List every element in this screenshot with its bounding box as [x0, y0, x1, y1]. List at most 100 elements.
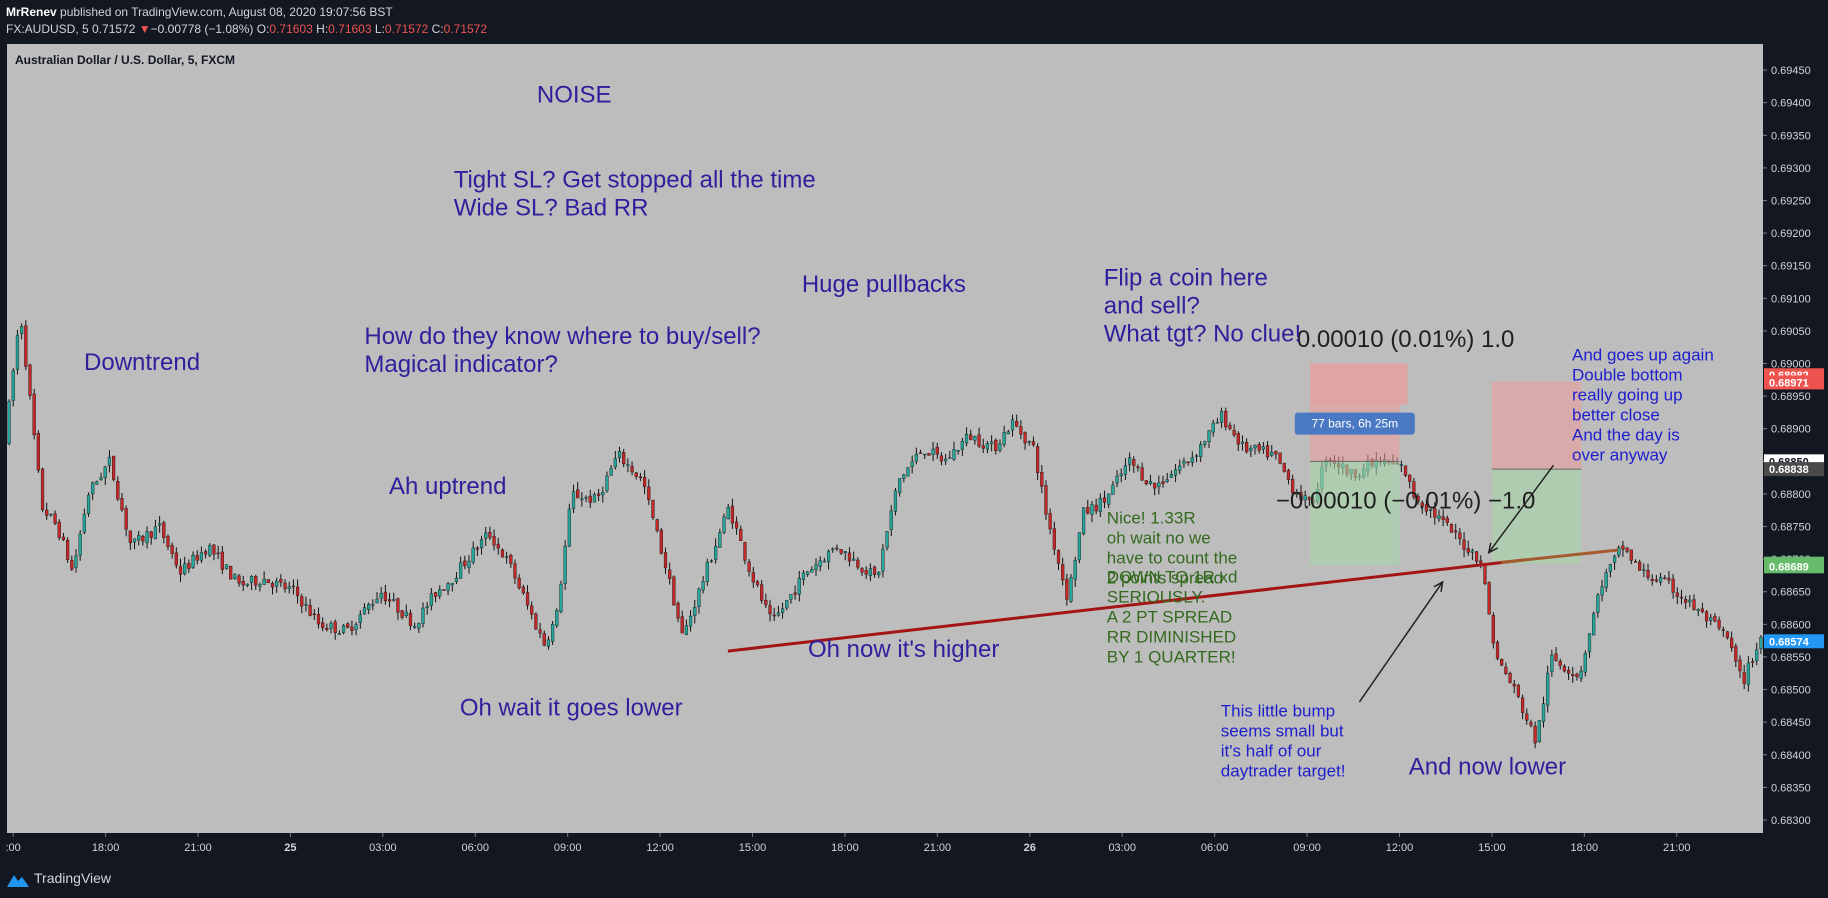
annotation-text[interactable]: NOISE: [537, 82, 612, 109]
price-tag-label: 0.68574: [1769, 636, 1810, 648]
tradingview-brand[interactable]: TradingView: [34, 870, 112, 886]
annotation-text[interactable]: And now lower: [1409, 753, 1566, 780]
candle-up: [705, 561, 709, 582]
candle-down: [241, 581, 245, 586]
annotation-line: it's half of our: [1221, 741, 1322, 760]
candle-down: [1245, 441, 1249, 453]
x-tick-label: 09:00: [554, 842, 582, 854]
candle-up: [1709, 617, 1713, 621]
annotation-text[interactable]: Downtrend: [84, 349, 200, 376]
annotations[interactable]: Downtrend NOISE Tight SL? Get stopped all …: [84, 82, 1714, 781]
trendline-extension[interactable]: [1500, 548, 1619, 564]
annotation-line: have to count the: [1107, 548, 1237, 567]
candle-down: [513, 563, 517, 579]
candle-down: [739, 528, 743, 542]
candle-down: [1520, 697, 1525, 713]
y-tick-label: 0.69000: [1771, 359, 1811, 371]
candle-down: [66, 539, 70, 560]
candle-up: [191, 554, 195, 568]
y-tick-label: 0.68750: [1771, 522, 1811, 534]
candle-up: [1194, 455, 1199, 457]
candle-up: [559, 583, 563, 612]
candle-up: [1658, 577, 1663, 583]
candle-down: [638, 476, 643, 479]
candle-up: [1550, 654, 1554, 672]
candle-up: [810, 569, 814, 573]
candle-down: [116, 480, 120, 500]
y-tick-label: 0.69100: [1771, 293, 1811, 305]
candle-up: [885, 531, 889, 548]
time-axis[interactable]: [0, 833, 1763, 862]
candle-down: [676, 603, 680, 619]
symbol-name[interactable]: FX:AUDUSD, 5: [6, 22, 89, 36]
candle-down: [1102, 497, 1107, 503]
candle-down: [521, 586, 525, 594]
annotation-text[interactable]: Oh now it's higher: [808, 636, 999, 663]
author-name[interactable]: MrRenev: [6, 5, 57, 19]
candle-up: [459, 562, 463, 579]
candle-up: [952, 449, 956, 460]
candle-down: [1433, 508, 1437, 518]
candle-up: [11, 370, 15, 401]
annotation-text[interactable]: How do they know where to buy/sell? Magic…: [364, 323, 760, 378]
candle-up: [233, 574, 237, 579]
candle-down: [400, 610, 404, 618]
candle-down: [112, 455, 116, 480]
candle-down: [509, 555, 513, 564]
target-zone[interactable]: [1491, 469, 1582, 564]
plot-area[interactable]: [7, 44, 1763, 833]
candle-up: [78, 533, 82, 556]
candle-up: [1592, 613, 1596, 636]
candle-down: [1048, 513, 1052, 530]
candle-down: [576, 489, 580, 499]
candle-up: [86, 494, 91, 515]
arrow-line[interactable]: [1488, 464, 1555, 554]
tradingview-logo-icon[interactable]: [6, 871, 30, 889]
trendline[interactable]: [727, 558, 1526, 653]
x-axis-labels: :00 18:00 21:00 25 03:00 06:00 09:00 12:00 15:00…: [6, 833, 1691, 854]
candle-down: [935, 446, 939, 455]
arrow-line[interactable]: [1358, 581, 1444, 703]
candle-down: [1132, 459, 1136, 466]
annotation-text[interactable]: And goes up again Double bottom really goi…: [1572, 345, 1714, 464]
candle-down: [1408, 474, 1412, 482]
trend-lines[interactable]: [727, 464, 1619, 703]
candle-down: [1228, 424, 1232, 429]
candle-up: [95, 481, 99, 485]
candle-down: [1495, 642, 1500, 659]
annotation-line: NOISE: [537, 82, 612, 109]
y-tick-label: 0.69450: [1771, 65, 1811, 77]
candle-up: [153, 526, 158, 540]
annotation-text[interactable]: Oh wait it goes lower: [460, 695, 683, 722]
target-zone[interactable]: [1310, 461, 1400, 566]
candle-down: [333, 621, 337, 633]
candle-down: [1558, 661, 1562, 666]
candle-up: [693, 607, 697, 616]
candle-up: [1541, 703, 1546, 722]
position-tools[interactable]: 77 bars, 6h 25m 0.00010 (0.01%) 1.0 −0.000…: [1276, 326, 1582, 566]
annotation-text[interactable]: DOWN TO 1R xd SERIOUSLY. A 2 PT SPREAD RR D…: [1107, 568, 1238, 667]
candle-up: [208, 545, 212, 556]
candle-up: [1219, 410, 1224, 423]
price-axis[interactable]: [1763, 44, 1828, 862]
annotation-text[interactable]: This little bump seems small but it's half…: [1221, 701, 1346, 780]
candle-up: [580, 498, 584, 501]
annotation-text[interactable]: Nice! 1.33R oh wait no we have to count th…: [1107, 508, 1237, 587]
x-tick-label: 03:00: [369, 842, 397, 854]
candle-down: [772, 614, 776, 617]
candle-up: [258, 584, 262, 587]
candle-up: [881, 548, 885, 572]
candle-down: [1416, 495, 1420, 502]
annotation-text[interactable]: Tight SL? Get stopped all the time Wide S…: [454, 166, 816, 221]
candle-down: [270, 582, 275, 588]
annotation-text[interactable]: Ah uptrend: [389, 473, 506, 500]
annotation-text[interactable]: Huge pullbacks: [802, 271, 966, 298]
candle-down: [663, 552, 668, 569]
annotation-text[interactable]: Flip a coin here and sell? What tgt? No cl…: [1104, 264, 1301, 347]
annotation-line: Oh now it's higher: [808, 636, 999, 663]
chart-title: Australian Dollar / U.S. Dollar, 5, FXCM: [15, 53, 235, 67]
candle-up: [341, 625, 346, 633]
stop-zone[interactable]: [1491, 381, 1582, 470]
candle-down: [1257, 444, 1261, 451]
